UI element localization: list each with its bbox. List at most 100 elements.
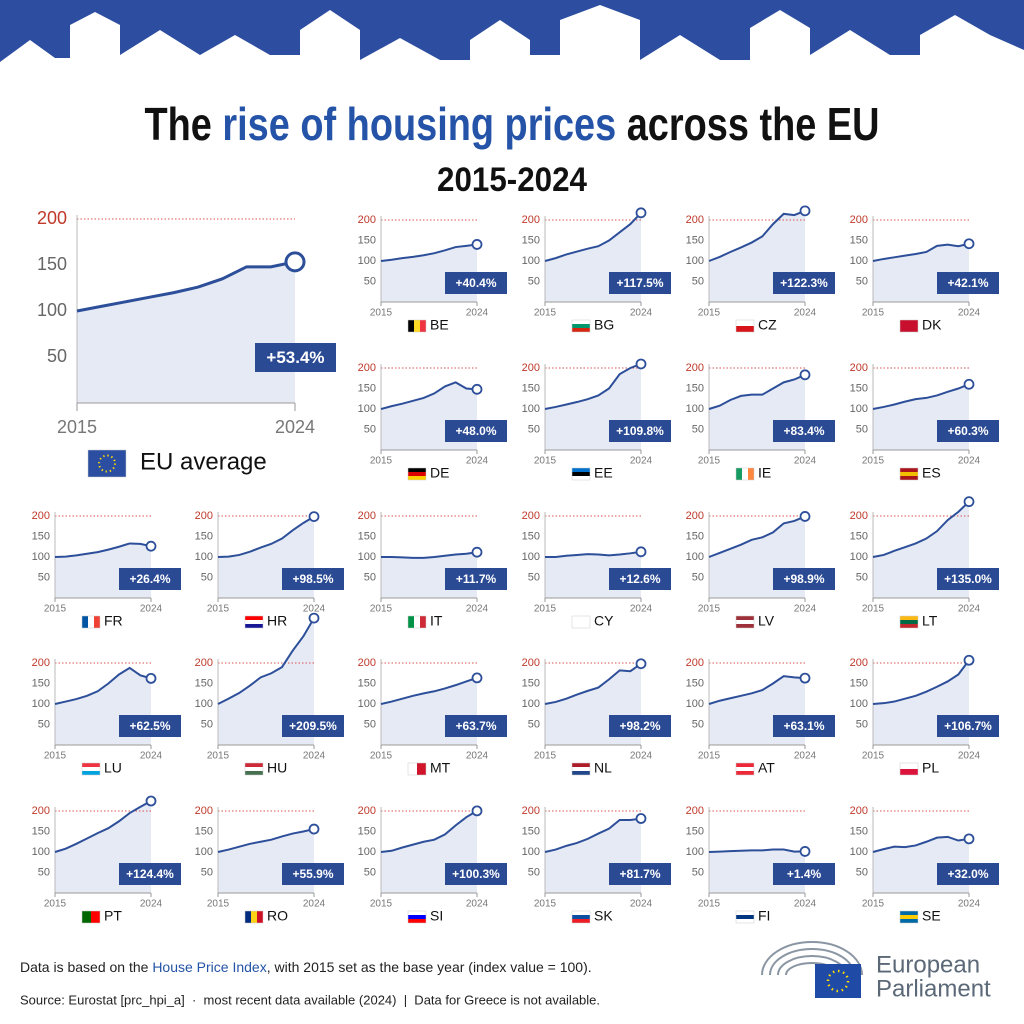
end-point — [284, 251, 306, 273]
flag-stripe — [408, 476, 426, 480]
flag-stripe — [417, 763, 426, 775]
change-badge — [119, 715, 181, 737]
y-tick-label: 150 — [850, 530, 868, 542]
x-tick-label: 2015 — [698, 456, 721, 467]
line — [872, 383, 970, 410]
country-label: FR — [104, 613, 123, 629]
footnote-part: , with 2015 set as the base year (index … — [267, 959, 592, 975]
chart: 50 100 150 200 2015 2024 +81.7% SK — [522, 805, 671, 924]
x-tick-label: 2024 — [275, 417, 315, 437]
x-tick-label: 2024 — [958, 751, 981, 762]
change-badge — [445, 568, 507, 590]
flag-border — [571, 615, 591, 629]
line — [872, 835, 970, 853]
chart: 50 100 150 200 2015 2024 +100.3% SI — [358, 805, 507, 924]
country-label: BG — [594, 317, 614, 333]
x-tick-label: 2024 — [630, 899, 653, 910]
change-label: +98.5% — [292, 572, 333, 586]
chart: 50 100 150 200 2015 2024 +63.1% AT — [686, 657, 835, 776]
chart: 50 100 150 200 2015 2024 +124.4% PT — [32, 795, 181, 924]
chart: 50 100 150 200 2015 2024 +42.1% DK — [850, 214, 999, 333]
x-tick-label: 2015 — [698, 751, 721, 762]
end-point — [635, 658, 647, 670]
change-badge — [609, 568, 671, 590]
line — [708, 848, 806, 853]
flag-stripe — [736, 767, 754, 771]
change-badge — [119, 863, 181, 885]
logo-stars — [826, 969, 850, 993]
change-badge — [609, 272, 671, 294]
title-part: across the EU — [616, 98, 879, 150]
change-badge — [937, 568, 999, 590]
flag-stripe — [736, 911, 754, 915]
end-point — [308, 823, 320, 835]
footnote-part: Data is based on the — [20, 959, 152, 975]
y-tick-label: 50 — [528, 571, 540, 583]
change-label: +106.7% — [944, 719, 992, 733]
country-label: HR — [267, 613, 287, 629]
change-label: +62.5% — [129, 719, 170, 733]
flag-stripe — [572, 324, 590, 328]
x-tick-label: 2024 — [958, 308, 981, 319]
change-badge — [773, 272, 835, 294]
country-label: CY — [594, 613, 614, 629]
flag-stripe — [414, 616, 420, 628]
flag-stripe — [900, 476, 918, 480]
country-label: SK — [594, 908, 613, 924]
y-tick-label: 50 — [47, 346, 67, 366]
title-highlight: rise of housing prices — [222, 98, 616, 150]
flag-stripe — [736, 771, 754, 775]
chart: 50 100 150 200 2015 2024 +98.5% HR — [195, 510, 344, 629]
y-tick-label: 50 — [692, 423, 704, 435]
change-badge — [255, 343, 336, 372]
chart: 50 100 150 200 2015 2024 +40.4% BE — [358, 214, 507, 333]
end-point — [963, 833, 975, 845]
x-tick-label: 2024 — [140, 604, 163, 615]
x-tick-label: 2024 — [140, 899, 163, 910]
end-point — [635, 207, 647, 219]
change-badge — [773, 420, 835, 442]
y-tick-label: 50 — [528, 866, 540, 878]
y-tick-label: 200 — [686, 657, 704, 669]
flag-stripe — [408, 472, 426, 476]
line — [217, 515, 315, 558]
end-point — [635, 358, 647, 370]
y-tick-label: 100 — [522, 698, 540, 710]
flag-border — [735, 615, 755, 629]
change-badge — [937, 420, 999, 442]
line — [380, 810, 478, 853]
y-tick-label: 50 — [856, 866, 868, 878]
end-point — [799, 511, 811, 522]
end-point — [799, 205, 811, 217]
end-point — [963, 496, 975, 508]
chart: 50 100 150 200 2015 2024 +135.0% LT — [850, 496, 999, 629]
y-tick-label: 200 — [686, 510, 704, 522]
flag-stripe — [245, 624, 263, 628]
footnote-link[interactable]: House Price Index — [152, 959, 266, 975]
change-label: +11.7% — [456, 572, 497, 586]
line — [380, 676, 478, 705]
line — [872, 242, 970, 262]
change-badge — [445, 863, 507, 885]
change-label: +26.4% — [129, 572, 170, 586]
end-point — [471, 546, 483, 558]
flag-stripe — [408, 911, 426, 915]
flag-stripe — [900, 919, 918, 923]
country-label: MT — [430, 760, 451, 776]
y-tick-label: 150 — [358, 234, 376, 246]
flag-border — [407, 615, 427, 629]
flag-stripe — [736, 468, 742, 480]
line — [381, 551, 478, 559]
flag-border — [244, 910, 264, 924]
country-label: NL — [594, 760, 612, 776]
x-tick-label: 2024 — [466, 308, 489, 319]
y-tick-label: 50 — [692, 866, 704, 878]
y-tick-label: 200 — [850, 657, 868, 669]
y-tick-label: 200 — [32, 805, 50, 817]
change-badge — [773, 863, 835, 885]
end-point — [799, 672, 811, 684]
change-label: +100.3% — [452, 867, 500, 881]
x-tick-label: 2024 — [958, 456, 981, 467]
flag-stars — [98, 454, 116, 473]
logo-text: European — [876, 951, 980, 978]
